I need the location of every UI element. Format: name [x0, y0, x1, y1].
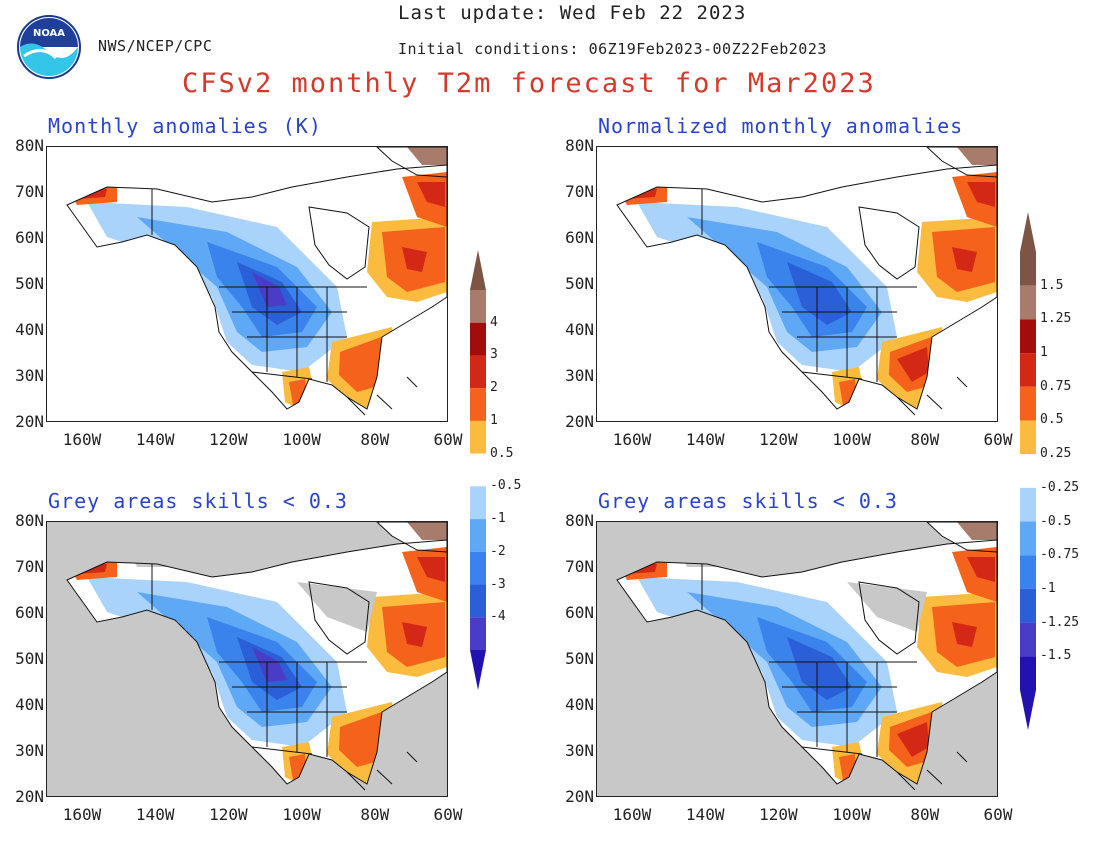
colorbar-tick-label: 1 — [490, 412, 498, 428]
panel-title-skill-right: Grey areas skills < 0.3 — [598, 489, 898, 513]
colorbar — [1020, 212, 1036, 730]
lon-tick-label: 120W — [759, 430, 798, 449]
colorbar-tick-label: -1.5 — [1040, 648, 1072, 664]
lat-tick-label: 50N — [565, 649, 594, 668]
lon-tick-label: 140W — [135, 430, 175, 449]
colorbar-tick-label: 0.5 — [490, 445, 514, 461]
colorbar-tick-label: 0.5 — [1040, 412, 1064, 428]
colorbar-tick-label: 4 — [490, 314, 498, 330]
colorbar-tick-label: 1.5 — [1040, 277, 1064, 293]
org-label: NWS/NCEP/CPC — [98, 37, 213, 55]
lat-tick-label: 70N — [565, 182, 594, 201]
logo-text: NOAA — [32, 28, 66, 39]
lon-tick-label: 140W — [135, 805, 175, 824]
coastline-layer — [616, 147, 997, 416]
colorbar-tick-label: 1 — [1040, 345, 1048, 361]
colorbar-tick-label: -4 — [490, 609, 506, 625]
lon-tick-label: 140W — [685, 805, 725, 824]
panel-title-normalized: Normalized monthly anomalies — [598, 114, 964, 138]
anomaly-map — [47, 147, 447, 421]
lon-tick-label: 100W — [832, 805, 871, 824]
lon-tick-label: 60W — [983, 805, 1013, 824]
lat-tick-label: 40N — [565, 695, 594, 714]
lon-tick-label: 140W — [685, 430, 725, 449]
colorbar-tick-label: 1.25 — [1040, 311, 1072, 327]
lon-tick-label: 60W — [433, 805, 463, 824]
lat-tick-label: 40N — [15, 695, 44, 714]
lat-tick-label: 80N — [15, 511, 44, 530]
colorbar-tick-label: 2 — [490, 380, 498, 396]
lat-tick-label: 70N — [15, 557, 44, 576]
colorbar-tick-label: -3 — [490, 576, 506, 592]
lon-tick-label: 120W — [209, 430, 248, 449]
lon-tick-label: 80W — [360, 805, 390, 824]
anomaly-map — [47, 522, 447, 796]
lat-tick-label: 50N — [15, 649, 44, 668]
panel-title-anomalies: Monthly anomalies (K) — [48, 114, 322, 138]
colorbar-tick-label: 0.75 — [1040, 378, 1072, 394]
lon-tick-label: 100W — [832, 430, 871, 449]
colorbar-tick-label: -1.25 — [1040, 614, 1080, 630]
map-panel-skill-right — [596, 521, 998, 797]
lat-tick-label: 30N — [565, 741, 594, 760]
panel-title-skill-left: Grey areas skills < 0.3 — [48, 489, 348, 513]
map-panel-normalized — [596, 146, 998, 422]
lat-tick-label: 50N — [15, 274, 44, 293]
lat-tick-label: 60N — [15, 228, 44, 247]
lon-tick-label: 160W — [612, 430, 652, 449]
lat-tick-label: 80N — [565, 136, 594, 155]
colorbar-tick-label: -1 — [490, 511, 506, 527]
lon-tick-label: 80W — [360, 430, 390, 449]
lon-tick-label: 60W — [983, 430, 1013, 449]
lat-tick-label: 60N — [15, 603, 44, 622]
anomaly-map — [597, 147, 997, 421]
colorbar-tick-label: 0.25 — [1040, 446, 1072, 462]
lat-tick-label: 30N — [15, 741, 44, 760]
colorbar-tick-label: -0.5 — [490, 478, 522, 494]
coastline-layer — [66, 147, 447, 416]
lon-tick-label: 80W — [910, 805, 940, 824]
noaa-logo: NOAA — [16, 14, 82, 80]
lon-tick-label: 80W — [910, 430, 940, 449]
lat-tick-label: 30N — [15, 366, 44, 385]
lat-tick-label: 60N — [565, 603, 594, 622]
lon-tick-label: 100W — [282, 805, 321, 824]
last-update-label: Last update: Wed Feb 22 2023 — [398, 2, 747, 24]
lat-tick-label: 70N — [565, 557, 594, 576]
lat-tick-label: 80N — [15, 136, 44, 155]
lat-tick-label: 70N — [15, 182, 44, 201]
lat-tick-label: 80N — [565, 511, 594, 530]
lat-tick-label: 60N — [565, 228, 594, 247]
lat-tick-label: 20N — [565, 412, 594, 431]
coastline-layer — [66, 522, 447, 791]
lon-tick-label: 160W — [62, 430, 102, 449]
lon-tick-label: 120W — [209, 805, 248, 824]
lat-tick-label: 20N — [565, 787, 594, 806]
colorbar-tick-label: -2 — [490, 543, 506, 559]
initial-conditions-label: Initial conditions: 06Z19Feb2023-00Z22Fe… — [398, 40, 827, 58]
lon-tick-label: 120W — [759, 805, 798, 824]
lon-tick-label: 100W — [282, 430, 321, 449]
lat-tick-label: 40N — [565, 320, 594, 339]
map-panel-skill-left — [46, 521, 448, 797]
lat-tick-label: 40N — [15, 320, 44, 339]
colorbar-tick-label: -0.75 — [1040, 547, 1080, 563]
lon-tick-label: 160W — [612, 805, 652, 824]
lon-tick-label: 60W — [433, 430, 463, 449]
colorbar — [470, 250, 486, 690]
colorbar-tick-label: -0.5 — [1040, 513, 1072, 529]
page-title: CFSv2 monthly T2m forecast for Mar2023 — [182, 68, 876, 99]
lat-tick-label: 20N — [15, 412, 44, 431]
lat-tick-label: 20N — [15, 787, 44, 806]
coastline-layer — [616, 522, 997, 791]
map-panel-anomalies — [46, 146, 448, 422]
lat-tick-label: 50N — [565, 274, 594, 293]
anomaly-map — [597, 522, 997, 796]
lon-tick-label: 160W — [62, 805, 102, 824]
lat-tick-label: 30N — [565, 366, 594, 385]
colorbar-tick-label: -0.25 — [1040, 479, 1080, 495]
colorbar-tick-label: 3 — [490, 347, 498, 363]
colorbar-tick-label: -1 — [1040, 580, 1056, 596]
